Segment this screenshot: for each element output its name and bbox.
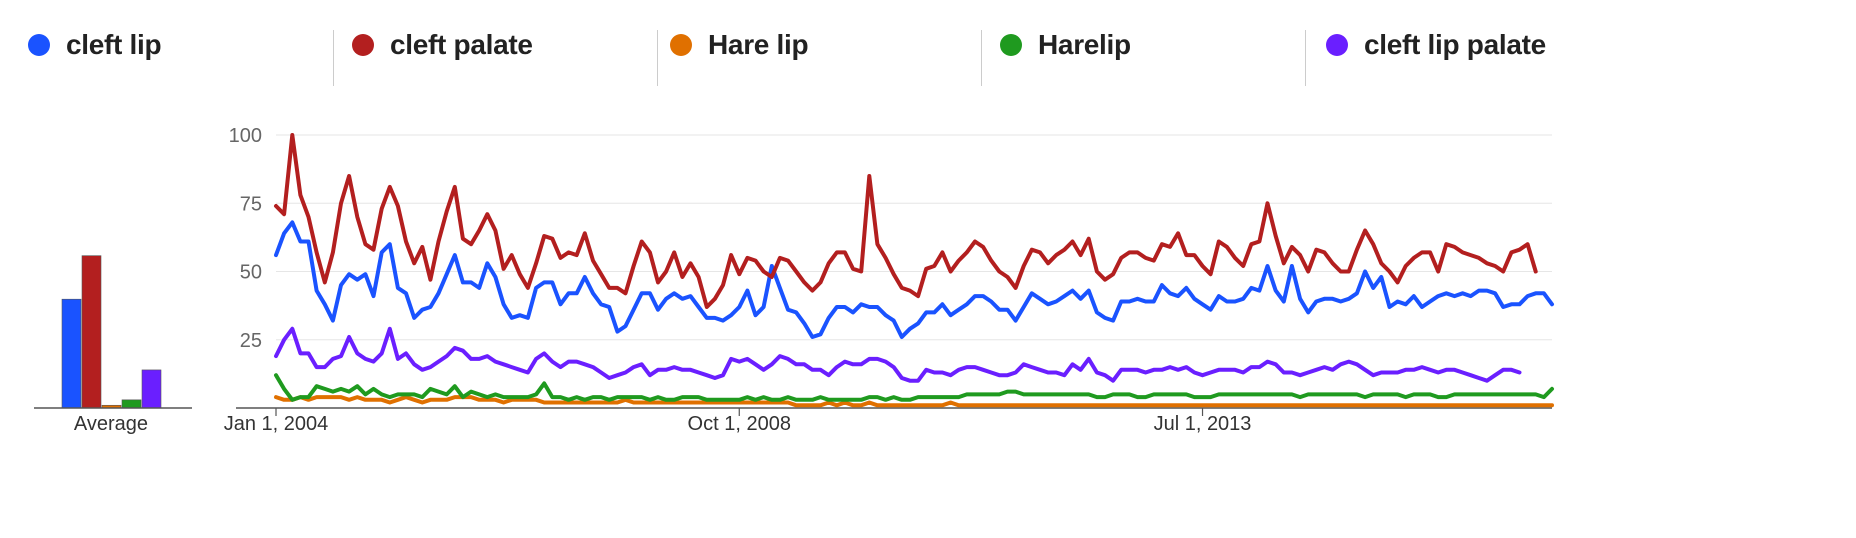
legend-label: cleft lip palate (1364, 29, 1546, 60)
y-tick-label: 25 (240, 330, 262, 352)
legend-item[interactable]: cleft palate (352, 0, 533, 90)
y-tick-label: 100 (229, 125, 262, 147)
average-bar (61, 298, 82, 409)
average-label: Average (74, 413, 148, 435)
legend-dot-icon (1000, 34, 1022, 56)
legend-separator (333, 30, 334, 86)
average-bar (121, 399, 142, 409)
legend-dot-icon (1326, 34, 1348, 56)
legend-label: Harelip (1038, 29, 1131, 60)
legend-label: cleft lip (66, 29, 162, 60)
legend-item[interactable]: cleft lip palate (1326, 0, 1546, 90)
legend-separator (981, 30, 982, 86)
legend-label: Hare lip (708, 29, 809, 60)
legend-separator (1305, 30, 1306, 86)
average-bar-chart: Average (34, 255, 192, 435)
series-line-cleft-lip-palate (274, 326, 1522, 383)
average-bar (81, 255, 102, 409)
y-tick-label: 50 (240, 262, 262, 284)
legend-dot-icon (352, 34, 374, 56)
average-bar (141, 369, 162, 409)
legend-item[interactable]: Hare lip (670, 0, 809, 90)
legend-separator (657, 30, 658, 86)
legend-dot-icon (670, 34, 692, 56)
x-tick-label: Oct 1, 2008 (688, 413, 791, 435)
series-line-hare-lip (274, 395, 1554, 408)
x-tick-label: Jul 1, 2013 (1154, 413, 1252, 435)
legend-label: cleft palate (390, 29, 533, 60)
axis-labels: 25 50 75 100 Jan 1, 2004 Oct 1, 2008 Jul 1, 20… (224, 125, 1252, 435)
series-line-harelip (274, 373, 1554, 402)
legend-item[interactable]: Harelip (1000, 0, 1131, 90)
series-line-cleft-palate (274, 133, 1538, 309)
x-tick-label: Jan 1, 2004 (224, 413, 329, 435)
line-series (274, 133, 1554, 408)
series-line-cleft-lip (274, 220, 1554, 339)
legend-dot-icon (28, 34, 50, 56)
y-tick-label: 75 (240, 193, 262, 215)
legend: cleft lip cleft palate Hare lip Harelip clef… (0, 0, 1856, 110)
legend-item[interactable]: cleft lip (28, 0, 162, 90)
